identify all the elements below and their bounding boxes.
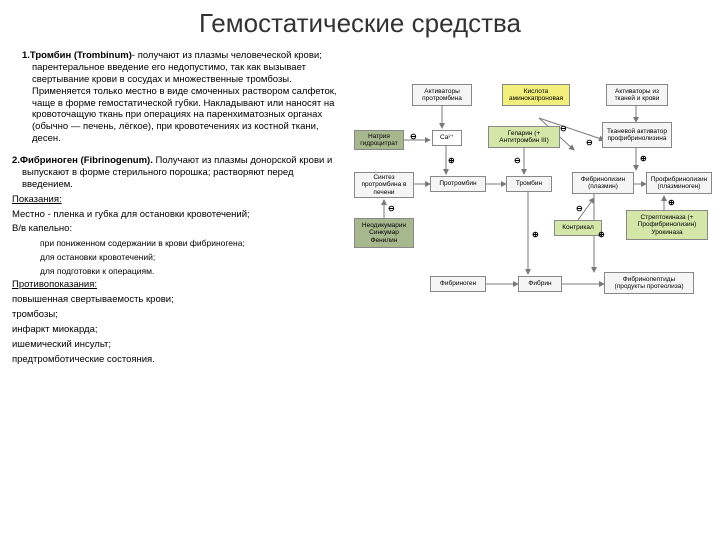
diagram-symbol: ⊕ (448, 156, 455, 165)
diagram-node: Протромбин (430, 176, 486, 192)
contra-3: ишемический инсульт; (12, 339, 347, 351)
indication-local: Местно - пленка и губка для остановки кр… (12, 209, 347, 221)
diagram-node: Фибринолизин (плазмин) (572, 172, 634, 194)
iv-item-2: для подготовки к операциям. (12, 266, 347, 277)
diagram-node: Контрикал (554, 220, 602, 236)
diagram-symbol: ⊕ (668, 198, 675, 207)
diagram-node: Стрептокиназа (+ Профибринолизин) Урокин… (626, 210, 708, 240)
section-1: 1.Тромбин (Trombinum)- получают из плазм… (12, 50, 347, 145)
diagram-node: Фибринопептиды (продукты протеолиза) (604, 272, 694, 294)
page-title: Гемостатические средства (0, 0, 720, 45)
diagram-node: Кислота аминокапроновая (502, 84, 570, 106)
text-content: 1.Тромбин (Trombinum)- получают из плазм… (12, 50, 347, 368)
contra-2: инфаркт миокарда; (12, 324, 347, 336)
diagram-symbol: ⊕ (598, 230, 605, 239)
diagram-node: Синтез протромбина в печени (354, 172, 414, 198)
diagram-node: Фибриноген (430, 276, 486, 292)
coagulation-diagram: Активаторы протромбина Кислота аминокапро… (354, 80, 712, 360)
diagram-symbol: ⊖ (388, 204, 395, 213)
indications-label: Показания: (12, 194, 347, 206)
diagram-node: Активаторы из тканей и крови (606, 84, 668, 106)
contra-1: тромбозы; (12, 309, 347, 321)
diagram-node: Профибринолизин (плазминоген) (646, 172, 712, 194)
diagram-node: Натрия гидроцитрат (354, 130, 404, 150)
section-2-heading: 2.Фибриноген (Fibrinogenum). (12, 155, 153, 166)
diagram-symbol: ⊖ (514, 156, 521, 165)
section-1-heading: 1.Тромбин (Trombinum) (22, 50, 132, 61)
iv-item-0: при пониженном содержании в крови фибрин… (12, 238, 347, 249)
diagram-symbol: ⊖ (576, 204, 583, 213)
section-2: 2.Фибриноген (Fibrinogenum). Получают из… (12, 155, 347, 191)
section-1-body: - получают из плазмы человеческой крови;… (32, 50, 337, 144)
diagram-symbol: ⊖ (560, 124, 567, 133)
diagram-symbol: ⊕ (532, 230, 539, 239)
diagram-node: Гепарин (+ Антитромбин III) (488, 126, 560, 148)
diagram-node: Неодикумарин Синкумар Фенилин (354, 218, 414, 248)
contra-4: предтромботические состояния. (12, 354, 347, 366)
diagram-symbol: ⊖ (410, 132, 417, 141)
diagram-node: Ca²⁺ (432, 130, 462, 146)
contra-label: Противопоказания: (12, 279, 347, 291)
indication-iv: В/в капельно: (12, 223, 347, 235)
diagram-node: Активаторы протромбина (412, 84, 472, 106)
diagram-node: Фибрин (518, 276, 562, 292)
contra-0: повышенная свертываемость крови; (12, 294, 347, 306)
diagram-node: Тромбин (506, 176, 552, 192)
diagram-symbol: ⊕ (640, 154, 647, 163)
diagram-symbol: ⊖ (586, 138, 593, 147)
diagram-node: Тканевой активатор профибринолизина (602, 122, 672, 148)
iv-item-1: для остановки кровотечений; (12, 252, 347, 263)
